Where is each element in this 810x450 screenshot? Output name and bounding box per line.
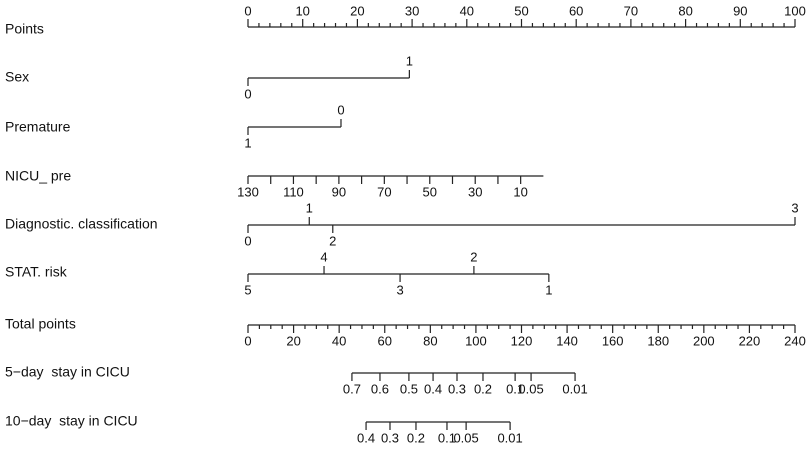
- tick-label: 0.7: [343, 381, 361, 396]
- tick-label: 0.3: [448, 381, 466, 396]
- tick-label: 0.01: [497, 430, 522, 445]
- tick-label: 0.4: [357, 430, 375, 445]
- row-title: 5−day stay in CICU: [5, 364, 130, 380]
- tick-label: 60: [569, 3, 583, 18]
- category-label: 0: [337, 102, 344, 117]
- tick-label: 0.3: [381, 430, 399, 445]
- tick-label: 50: [514, 3, 528, 18]
- tick-label: 110: [283, 184, 304, 199]
- row-title: Diagnostic. classification: [5, 216, 158, 232]
- tick-label: 60: [378, 333, 392, 348]
- row-title: NICU_ pre: [5, 168, 71, 184]
- row-title: Sex: [5, 69, 29, 85]
- tick-label: 0.2: [474, 381, 492, 396]
- tick-label: 0: [244, 3, 251, 18]
- tick-label: 100: [784, 3, 806, 18]
- tick-label: 130: [237, 184, 259, 199]
- tick-label: 40: [332, 333, 346, 348]
- tick-label: 0.05: [453, 430, 478, 445]
- tick-label: 30: [405, 3, 419, 18]
- tick-label: 140: [556, 333, 578, 348]
- row-title: Total points: [5, 316, 76, 332]
- category-label: 1: [545, 282, 552, 297]
- tick-label: 120: [511, 333, 533, 348]
- tick-label: 90: [733, 3, 747, 18]
- tick-label: 0.01: [562, 381, 587, 396]
- tick-label: 0.05: [518, 381, 543, 396]
- tick-label: 0.5: [400, 381, 418, 396]
- tick-label: 80: [423, 333, 437, 348]
- row-title: Premature: [5, 119, 71, 135]
- tick-label: 200: [693, 333, 715, 348]
- tick-label: 100: [465, 333, 487, 348]
- tick-label: 0.6: [371, 381, 389, 396]
- category-label: 5: [244, 282, 251, 297]
- tick-label: 0.2: [407, 430, 425, 445]
- tick-label: 40: [460, 3, 474, 18]
- tick-label: 0.4: [424, 381, 442, 396]
- category-label: 2: [329, 233, 336, 248]
- tick-label: 80: [678, 3, 692, 18]
- tick-label: 70: [624, 3, 638, 18]
- tick-label: 10: [295, 3, 309, 18]
- tick-label: 90: [332, 184, 346, 199]
- row-title: Points: [5, 21, 44, 37]
- tick-label: 20: [286, 333, 300, 348]
- category-label: 0: [244, 233, 251, 248]
- tick-label: 70: [377, 184, 391, 199]
- tick-label: 0: [244, 333, 251, 348]
- category-label: 1: [244, 135, 251, 150]
- category-label: 3: [396, 282, 403, 297]
- category-label: 4: [320, 249, 327, 264]
- tick-label: 30: [468, 184, 482, 199]
- tick-label: 220: [739, 333, 761, 348]
- tick-label: 240: [784, 333, 806, 348]
- tick-label: 0.1: [506, 381, 524, 396]
- tick-label: 50: [423, 184, 437, 199]
- category-label: 1: [406, 53, 413, 68]
- category-label: 1: [306, 200, 313, 215]
- row-title: 10−day stay in CICU: [5, 413, 138, 429]
- tick-label: 10: [513, 184, 527, 199]
- category-label: 0: [244, 86, 251, 101]
- row-title: STAT. risk: [5, 264, 68, 280]
- tick-label: 160: [602, 333, 624, 348]
- tick-label: 20: [350, 3, 364, 18]
- category-label: 3: [791, 200, 798, 215]
- tick-label: 180: [647, 333, 669, 348]
- category-label: 2: [470, 249, 477, 264]
- tick-label: 0.1: [438, 430, 456, 445]
